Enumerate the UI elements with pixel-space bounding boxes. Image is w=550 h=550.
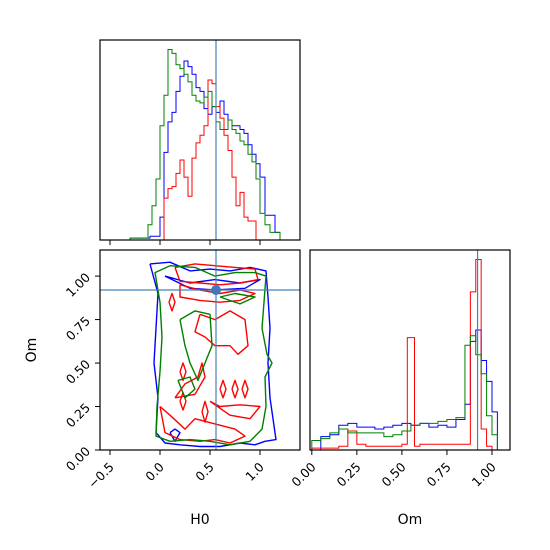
om-histogram-plot (311, 250, 503, 451)
contour-red (174, 362, 206, 399)
x-axis-label-om: Om (398, 512, 423, 528)
h0-x-tick-label: 0.5 (192, 459, 217, 484)
panel-h0-om-contour: −0.5 0.0 0.5 1.0 0.00 0.25 0.50 0.75 1.00 H0 Om (24, 249, 301, 528)
om-x-tick-label: 0.75 (424, 459, 454, 489)
truth-point (211, 285, 221, 295)
om-x-tick-label: 1.00 (469, 459, 499, 489)
h0-histogram-ticks (109, 240, 261, 245)
h0-histogram-red (160, 79, 260, 241)
h0-histogram-plot (129, 40, 281, 241)
y-axis-label-om: Om (24, 338, 40, 363)
x-axis-label-h0: H0 (190, 512, 209, 528)
contour-red (219, 379, 227, 399)
om-y-tick-label: 0.75 (63, 313, 93, 343)
contour-blue (169, 428, 181, 442)
h0-x-tick-label: 0.0 (142, 459, 167, 484)
contour-green (219, 292, 256, 305)
contour-red (201, 400, 209, 423)
contour-red (159, 405, 246, 444)
contour-red (179, 284, 256, 303)
panel-h0-histogram (99, 39, 301, 245)
om-histogram-red (311, 259, 493, 450)
om-y-tick-label: 0.25 (63, 400, 93, 430)
om-x-tick-label: 0.25 (333, 459, 363, 489)
contour-red (231, 379, 239, 399)
contour-red (241, 379, 249, 399)
h0-histogram-green (129, 49, 281, 240)
om-y-tick-label: 0.50 (63, 357, 93, 387)
contour-red (174, 263, 259, 286)
om-histogram-ticks: 0.00 0.25 0.50 0.75 1.00 (288, 450, 499, 490)
contour-green (177, 376, 196, 399)
contour-green (154, 265, 273, 446)
h0-x-tick-label: −0.5 (85, 459, 117, 491)
h0-histogram-frame (99, 39, 301, 241)
h0-om-contour-frame (99, 249, 301, 451)
contour-red (168, 292, 176, 312)
om-y-tick-label: 1.00 (63, 270, 93, 300)
om-x-tick-label: 0.50 (379, 459, 409, 489)
om-y-tick-label: 0.00 (63, 443, 93, 473)
h0-histogram-blue (129, 60, 281, 240)
contour-green (179, 310, 213, 382)
contour-red (179, 362, 187, 382)
h0-om-contour-plot (100, 250, 300, 450)
om-histogram-frame (309, 249, 511, 451)
contour-red (209, 400, 261, 420)
contour-red (179, 391, 187, 411)
om-histogram-green (311, 335, 503, 451)
panel-om-histogram: 0.00 0.25 0.50 0.75 1.00 Om (288, 249, 511, 528)
om-x-tick-label: 0.00 (288, 459, 318, 489)
contour-red (194, 310, 249, 355)
h0-x-tick-label: 1.0 (242, 459, 267, 484)
contour-lines (100, 250, 300, 450)
